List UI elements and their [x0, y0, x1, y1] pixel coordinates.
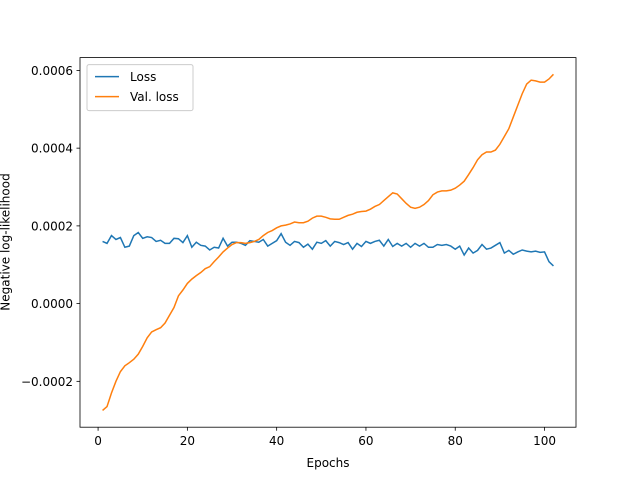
y-tick-label: −0.0002 — [21, 375, 73, 389]
x-tick-label: 20 — [180, 434, 195, 448]
line-series — [102, 73, 554, 412]
x-tick-label: 80 — [448, 434, 463, 448]
legend-label: Loss — [130, 70, 156, 84]
y-tick-label: 0.0000 — [31, 297, 73, 311]
x-tick-label: 100 — [533, 434, 556, 448]
x-tick-label: 60 — [358, 434, 373, 448]
line-series — [102, 231, 554, 267]
x-tick-label: 40 — [269, 434, 284, 448]
y-tick-label: 0.0006 — [31, 64, 73, 78]
y-tick-label: 0.0002 — [31, 219, 73, 233]
legend-label: Val. loss — [130, 90, 179, 104]
x-axis-label: Epochs — [307, 456, 350, 470]
y-axis-label: Negative log-likelihood — [0, 173, 13, 310]
plot-frame — [79, 57, 577, 428]
x-tick-label: 0 — [94, 434, 102, 448]
y-tick-label: 0.0004 — [31, 142, 73, 156]
